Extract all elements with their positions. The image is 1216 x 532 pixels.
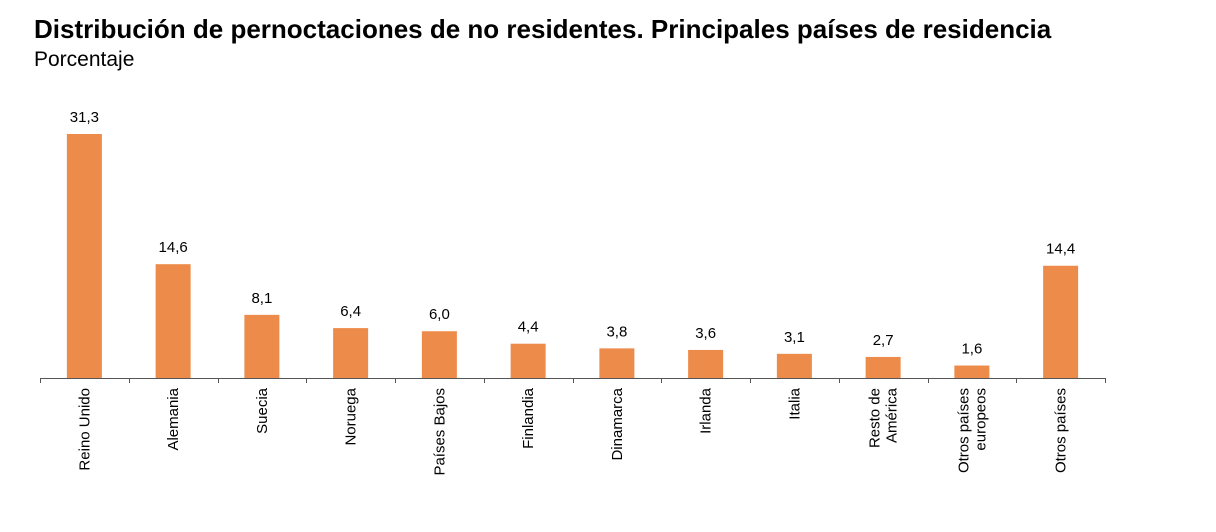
- bar: [155, 264, 191, 378]
- bar: [1043, 265, 1079, 378]
- category-label: Otros países: [1053, 388, 1070, 473]
- category-label: Países Bajos: [431, 388, 448, 476]
- category-label-line: Resto de: [867, 388, 884, 448]
- value-label: 8,1: [251, 290, 272, 307]
- value-label: 14,6: [159, 239, 188, 256]
- category-label: Noruega: [343, 387, 360, 445]
- category-label-line: Alemania: [165, 387, 182, 450]
- value-label: 6,0: [429, 306, 450, 323]
- category-label-line: Finlandia: [520, 387, 537, 449]
- value-label: 3,8: [606, 323, 627, 340]
- category-label: Resto de América: [867, 387, 901, 448]
- category-label-line: América: [884, 387, 901, 443]
- chart-subtitle: Porcentaje: [34, 48, 135, 71]
- category-label-line: Otros países: [1053, 388, 1070, 473]
- category-label-line: Otros países: [955, 388, 972, 473]
- bar: [776, 353, 812, 378]
- x-axis: [40, 378, 1106, 383]
- category-label: Suecia: [254, 387, 271, 434]
- category-label: Reino Unido: [76, 388, 93, 471]
- value-label: 2,7: [873, 332, 894, 349]
- value-label: 1,6: [961, 341, 982, 358]
- category-label-line: Suecia: [254, 387, 271, 434]
- category-label: Finlandia: [520, 387, 537, 449]
- bar: [599, 348, 635, 378]
- bar: [865, 356, 901, 378]
- category-label-line: Reino Unido: [76, 388, 93, 471]
- bar: [244, 314, 280, 378]
- category-label-line: Irlanda: [698, 387, 715, 434]
- bars-group: [66, 134, 1079, 378]
- value-label: 14,4: [1046, 241, 1075, 258]
- value-label: 4,4: [518, 319, 539, 336]
- category-label: Otros países europeos: [955, 388, 989, 473]
- category-label-line: Países Bajos: [431, 388, 448, 476]
- value-label: 3,6: [695, 325, 716, 342]
- bar: [66, 134, 102, 378]
- bar: [688, 349, 724, 378]
- bar: [510, 343, 546, 378]
- bar: [954, 365, 990, 378]
- category-label: Italia: [786, 387, 803, 419]
- category-label-line: Dinamarca: [609, 387, 626, 460]
- bar: [421, 331, 457, 378]
- category-label: Dinamarca: [609, 387, 626, 460]
- value-labels-group: 31,3 14,6 8,1 6,4 6,0 4,4 3,8 3,6 3,1 2,7 1,6 14,4: [70, 109, 1075, 358]
- category-label-line: Noruega: [343, 387, 360, 445]
- value-label: 6,4: [340, 303, 361, 320]
- value-label: 3,1: [784, 329, 805, 346]
- category-label: Alemania: [165, 387, 182, 450]
- chart-title: Distribución de pernoctaciones de no res…: [34, 14, 1052, 44]
- value-label: 31,3: [70, 109, 99, 126]
- category-label: Irlanda: [698, 387, 715, 434]
- category-label-line: Italia: [786, 387, 803, 419]
- category-label-line: europeos: [972, 388, 989, 451]
- bar: [333, 328, 369, 378]
- category-labels-group: Reino Unido Alemania Suecia Noruega Países B…: [76, 387, 1069, 475]
